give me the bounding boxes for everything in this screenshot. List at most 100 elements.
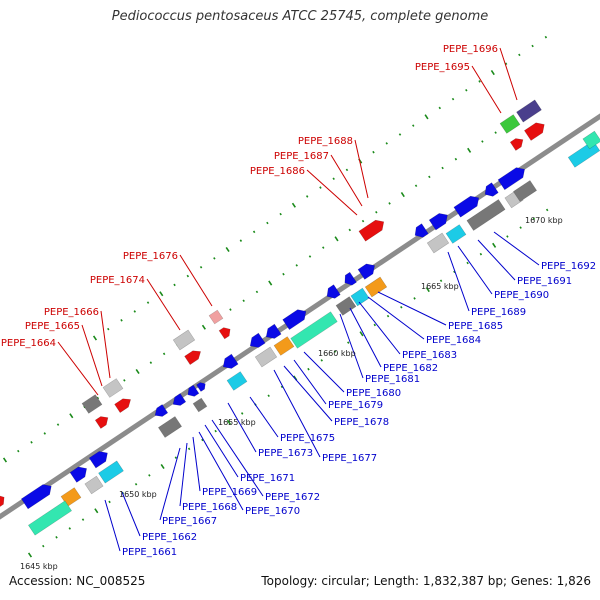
tick-dot <box>17 449 20 453</box>
tick-dot <box>268 280 273 286</box>
tick-dot <box>240 412 244 415</box>
tick-dot <box>43 432 47 435</box>
gene-label: PEPE_1677 <box>322 453 377 464</box>
cds-arrow <box>187 384 200 397</box>
tick-dot <box>413 297 416 300</box>
gene-label: PEPE_1671 <box>240 473 295 484</box>
tick-dot <box>531 44 534 48</box>
leader-line <box>358 301 401 355</box>
tick-dot <box>400 305 403 309</box>
tick-dot <box>214 429 217 433</box>
leader-line <box>227 402 257 453</box>
leader-line <box>477 239 516 281</box>
tick-dot <box>322 246 325 249</box>
tick-dot <box>146 301 150 304</box>
tick-dot <box>454 157 458 161</box>
tick-dot <box>267 394 270 398</box>
gene-label: PEPE_1685 <box>448 321 503 332</box>
tick-dot <box>320 359 323 362</box>
tick-dot <box>199 265 203 269</box>
tick-dot <box>295 264 298 267</box>
gene-box <box>158 416 182 438</box>
tick-dot <box>386 314 390 318</box>
tick-dot <box>504 62 508 65</box>
tick-dot <box>2 457 8 463</box>
cds-arrow <box>282 309 307 330</box>
leader-line <box>354 139 369 199</box>
gene-label: PEPE_1672 <box>265 492 320 503</box>
gene-label: PEPE_1691 <box>517 276 572 287</box>
leader-line <box>273 369 321 458</box>
cds-arrow <box>172 393 187 406</box>
tick-dot <box>494 131 497 134</box>
gene-box <box>28 500 72 536</box>
tick-dot <box>385 142 388 145</box>
tick-dot <box>372 150 375 154</box>
tick-dot <box>519 226 522 229</box>
gene-label: PEPE_1668 <box>182 502 237 513</box>
cds-arrow <box>357 263 375 280</box>
tick-dot <box>478 80 481 83</box>
cds-arrow <box>414 223 429 238</box>
leader-line <box>159 447 181 521</box>
gene-label: PEPE_1684 <box>426 335 481 346</box>
cds-arrow <box>114 398 131 413</box>
cds-arrow <box>326 284 341 299</box>
tick-dot <box>149 361 153 364</box>
gene-box <box>335 296 357 316</box>
gene-box <box>445 224 467 244</box>
gene-label: PEPE_1661 <box>122 547 177 558</box>
features <box>0 99 600 536</box>
cds-arrow <box>184 350 201 365</box>
gene-box <box>513 180 537 202</box>
cds-arrow <box>428 213 448 231</box>
tick-dot <box>213 257 216 260</box>
gene-box <box>102 378 124 398</box>
tick-dot <box>333 350 337 353</box>
tick-dot <box>55 536 58 539</box>
tick-dot <box>319 186 322 189</box>
leader-line <box>330 154 363 207</box>
tick-dot <box>186 274 190 278</box>
tick-dot <box>359 331 364 337</box>
tick-dot <box>94 508 99 514</box>
gene-label: PEPE_1673 <box>258 448 313 459</box>
cds-arrow <box>94 416 109 429</box>
gene-box <box>208 309 224 325</box>
scale-labels: 1645 kbp 1650 kbp 1655 kbp 1660 kbp 1665 kbp… <box>20 216 563 571</box>
tick-dot <box>239 239 243 242</box>
tick-dot <box>492 242 497 248</box>
tick-dot <box>255 290 259 294</box>
leader-line <box>493 231 540 266</box>
tick-dot <box>439 279 443 282</box>
scale-label: 1665 kbp <box>421 282 459 291</box>
leader-line <box>377 291 447 326</box>
cds-arrow <box>249 332 266 348</box>
tick-dot <box>173 283 176 287</box>
leader-line <box>179 442 188 507</box>
leader-line <box>303 351 345 393</box>
leader-line <box>121 491 141 537</box>
gene-label: PEPE_1695 <box>415 62 470 73</box>
gene-label: PEPE_1696 <box>443 44 498 55</box>
gene-label: PEPE_1689 <box>471 307 526 318</box>
leader-line <box>81 324 103 387</box>
cds-arrow <box>69 466 87 483</box>
cds-arrow <box>222 353 239 369</box>
cds-arrow <box>265 323 282 339</box>
tick-dot <box>229 308 232 311</box>
cds-arrow <box>497 167 525 191</box>
tick-dot <box>160 463 165 470</box>
tick-dot <box>280 385 284 389</box>
genome-title: Pediococcus pentosaceus ATCC 25745, comp… <box>111 9 489 24</box>
tick-dot <box>201 324 206 330</box>
tick-dot <box>69 413 74 419</box>
gene-box <box>290 311 338 349</box>
gene-label: PEPE_1676 <box>123 251 178 262</box>
gene-label: PEPE_1675 <box>280 433 335 444</box>
tick-dot <box>225 246 230 253</box>
tick-dot <box>506 235 509 238</box>
gene-label: PEPE_1667 <box>162 516 217 527</box>
leader-line <box>499 47 518 101</box>
gene-label: PEPE_1688 <box>298 136 353 147</box>
